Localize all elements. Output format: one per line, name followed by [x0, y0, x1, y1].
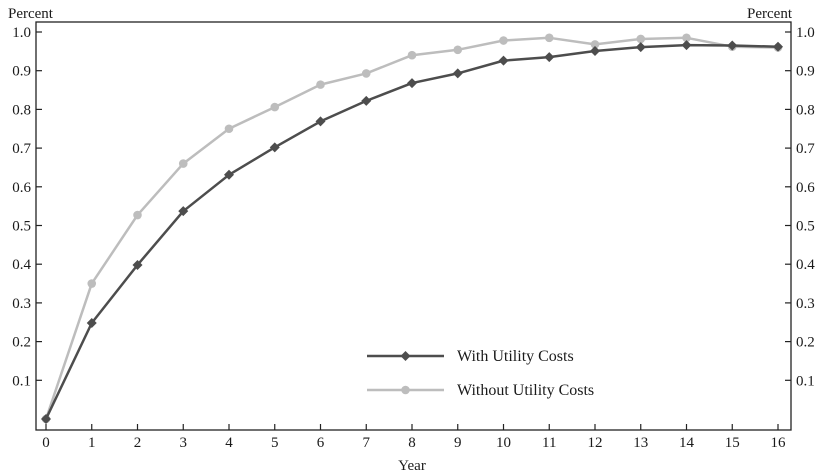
- x-tick-label: 10: [496, 435, 511, 451]
- x-tick-label: 12: [588, 435, 603, 451]
- y-tick-label-left: 0.6: [12, 180, 31, 196]
- y-tick-label-left: 0.3: [12, 296, 31, 312]
- data-point-circle: [544, 33, 554, 43]
- y-axis-title-left: Percent: [8, 6, 54, 22]
- y-tick-label-right: 1.0: [796, 25, 815, 41]
- data-point-diamond: [178, 206, 189, 217]
- data-point-circle: [87, 279, 97, 288]
- y-tick-label-right: 0.4: [796, 257, 815, 273]
- data-point-diamond: [86, 318, 97, 329]
- x-axis-title: Year: [398, 458, 426, 474]
- series-layer: [41, 33, 783, 424]
- data-point-diamond: [315, 116, 326, 127]
- data-point-diamond: [544, 52, 555, 63]
- y-tick-label-left: 0.4: [12, 257, 31, 273]
- x-tick-label: 8: [408, 435, 416, 451]
- data-point-diamond: [407, 78, 417, 89]
- y-tick-label-right: 0.3: [796, 296, 815, 312]
- x-tick-label: 16: [771, 435, 787, 451]
- y-tick-label-left: 0.9: [12, 64, 31, 80]
- x-tick-label: 14: [679, 435, 695, 451]
- y-tick-label-right: 0.6: [796, 180, 815, 196]
- data-point-circle: [361, 69, 371, 78]
- data-point-circle: [133, 210, 142, 220]
- y-tick-label-right: 0.9: [796, 64, 815, 80]
- x-tick-label: 2: [134, 435, 142, 451]
- y-ticks-left: 0.1 0.2 0.3 0.4 0.5 0.6 0.7 0.8 0.9 1.0: [12, 25, 42, 389]
- x-tick-label: 0: [42, 435, 50, 451]
- legend-label-without-utility-costs: Without Utility Costs: [457, 382, 594, 399]
- x-tick-label: 1: [88, 435, 96, 451]
- legend-item-without-utility-costs: Without Utility Costs: [367, 382, 594, 399]
- data-point-diamond: [681, 40, 692, 51]
- data-point-circle: [316, 80, 325, 89]
- y-tick-label-left: 0.1: [12, 373, 31, 389]
- y-tick-label-left: 1.0: [12, 25, 31, 41]
- data-point-circle: [407, 50, 417, 60]
- series-with-utility-costs: [41, 40, 783, 424]
- y-tick-label-left: 0.7: [12, 141, 31, 157]
- x-tick-label: 13: [633, 435, 648, 451]
- y-tick-label-left: 0.5: [12, 219, 31, 235]
- y-tick-label-right: 0.8: [796, 102, 815, 118]
- y-axis-title-right: Percent: [747, 6, 793, 22]
- data-point-diamond: [361, 95, 372, 106]
- data-point-circle: [270, 102, 280, 112]
- series-without-utility-costs: [41, 33, 783, 424]
- data-point-diamond: [132, 259, 143, 270]
- y-tick-label-right: 0.7: [796, 141, 815, 157]
- data-point-diamond: [635, 42, 646, 53]
- data-point-circle: [682, 33, 691, 43]
- y-tick-label-right: 0.2: [796, 335, 815, 351]
- series-line-without-utility-costs: [44, 36, 779, 420]
- x-tick-label: 11: [542, 435, 556, 451]
- data-point-diamond: [224, 169, 234, 180]
- data-point-diamond: [452, 68, 463, 79]
- x-ticks: 0 1 2 3 4 5 6 7 8 9 10 11 12 13 14 15 16: [42, 424, 786, 451]
- legend-marker-diamond: [400, 351, 411, 361]
- x-tick-label: 15: [725, 435, 740, 451]
- series-line-with-utility-costs: [44, 43, 779, 420]
- y-tick-label-left: 0.8: [12, 102, 31, 118]
- data-point-diamond: [269, 142, 280, 153]
- y-ticks-right: 0.1 0.2 0.3 0.4 0.5 0.6 0.7 0.8 0.9 1.0: [785, 25, 815, 389]
- data-point-diamond: [590, 45, 600, 56]
- x-tick-label: 4: [225, 435, 233, 451]
- data-point-diamond: [498, 55, 509, 66]
- legend: With Utility Costs Without Utility Costs: [367, 348, 594, 399]
- data-point-circle: [178, 159, 188, 168]
- data-point-circle: [636, 34, 646, 44]
- y-tick-label-left: 0.2: [12, 335, 31, 351]
- x-tick-label: 9: [454, 435, 462, 451]
- legend-marker-circle: [401, 385, 410, 395]
- legend-label-with-utility-costs: With Utility Costs: [457, 348, 574, 365]
- data-point-diamond: [773, 41, 783, 52]
- y-tick-label-right: 0.1: [796, 373, 815, 389]
- x-tick-label: 3: [180, 435, 188, 451]
- data-point-diamond: [41, 414, 51, 424]
- data-point-circle: [499, 36, 508, 45]
- legend-item-with-utility-costs: With Utility Costs: [367, 348, 574, 365]
- y-tick-label-right: 0.5: [796, 219, 815, 235]
- data-point-circle: [453, 45, 463, 55]
- x-tick-label: 6: [317, 435, 325, 451]
- data-point-circle: [224, 124, 234, 134]
- x-tick-label: 7: [363, 435, 371, 451]
- data-point-diamond: [727, 40, 738, 51]
- data-point-circle: [590, 40, 600, 49]
- x-tick-label: 5: [271, 435, 279, 451]
